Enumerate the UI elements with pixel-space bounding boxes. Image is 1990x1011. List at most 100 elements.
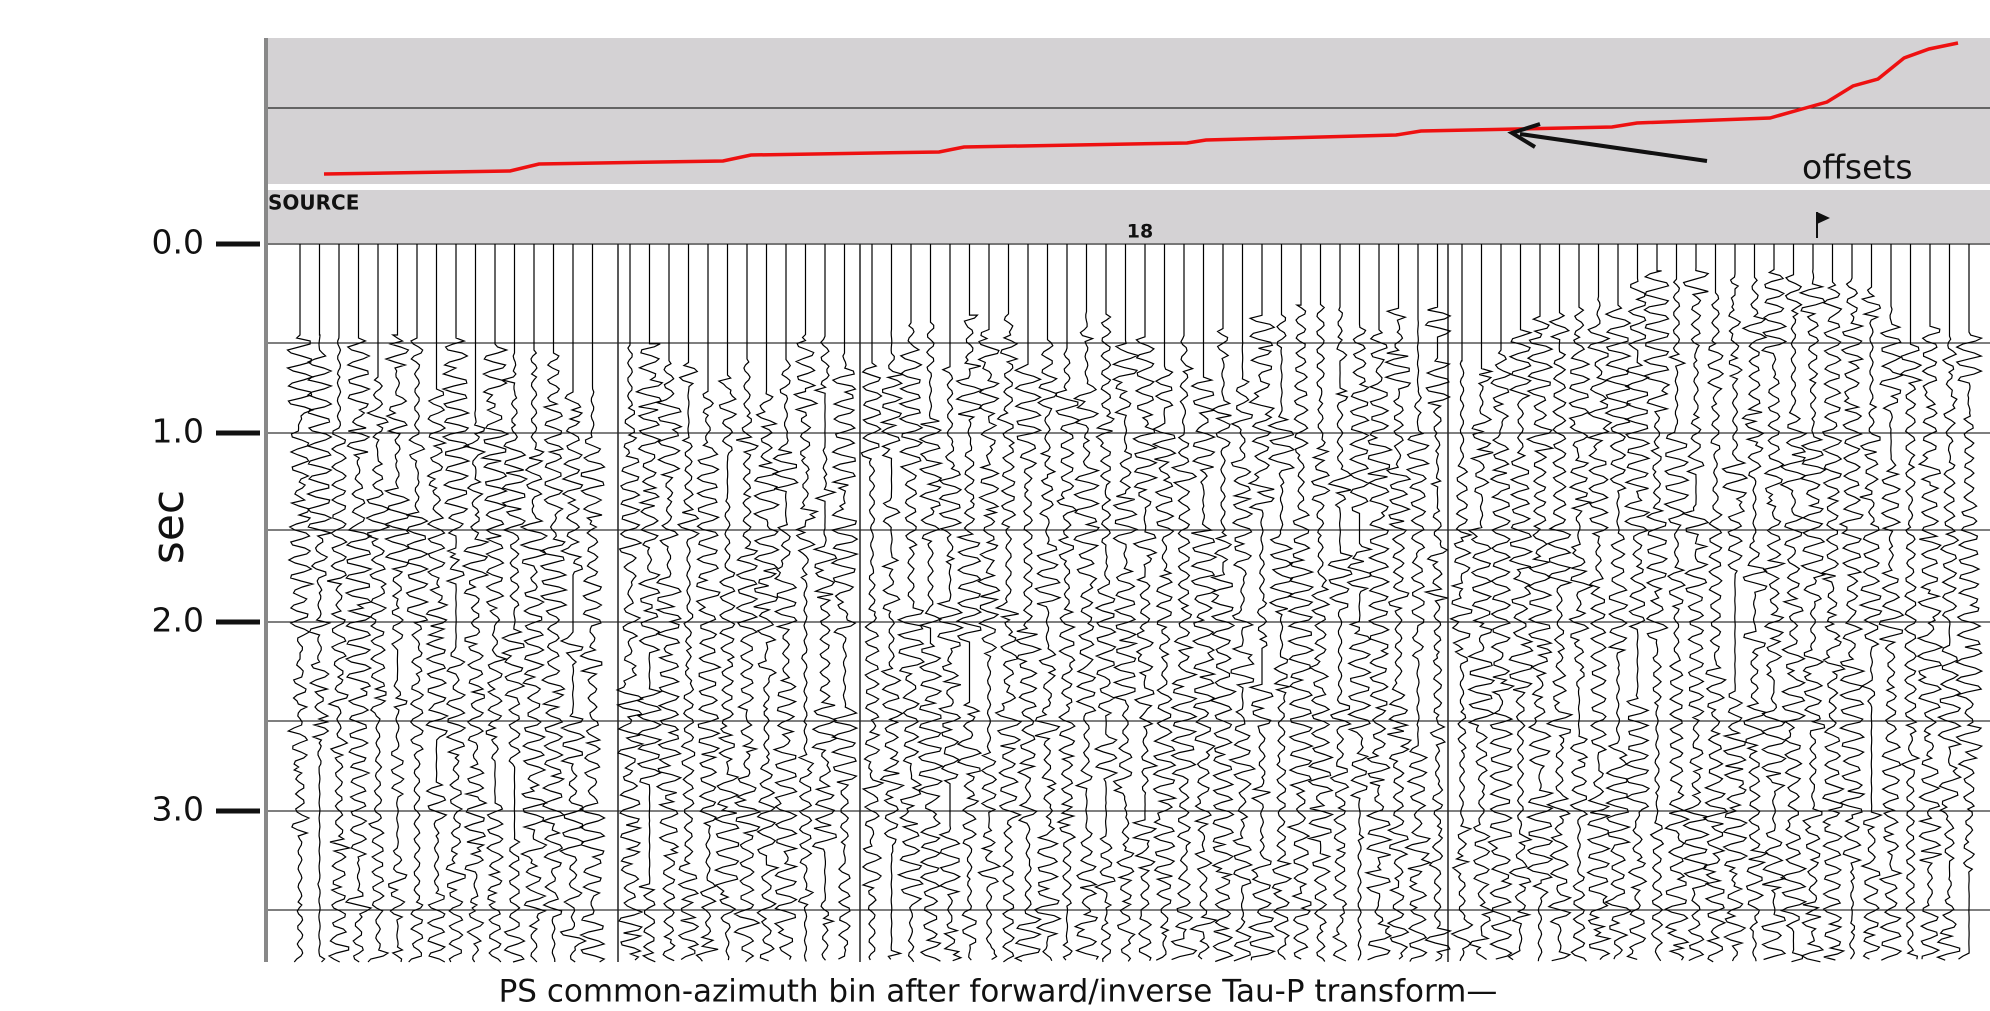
trace	[994, 244, 1023, 963]
trace	[1111, 244, 1140, 962]
trace	[1093, 244, 1119, 963]
trace	[579, 244, 606, 963]
tick-label: 3.0	[152, 790, 204, 829]
trace	[1404, 244, 1432, 962]
trace	[1131, 244, 1159, 962]
trace	[1208, 244, 1237, 963]
trace	[1151, 244, 1178, 961]
trace	[1383, 244, 1413, 960]
trace	[1741, 244, 1769, 962]
offsets-annotation: offsets	[1802, 148, 1913, 187]
trace	[1487, 244, 1516, 960]
trace	[305, 244, 334, 963]
trace	[519, 244, 549, 963]
trace	[1838, 244, 1866, 960]
trace	[936, 244, 965, 962]
trace	[1013, 244, 1043, 962]
offset-curve	[323, 41, 1959, 176]
trace	[1721, 244, 1749, 962]
trace	[916, 244, 945, 962]
trace	[655, 244, 683, 962]
trace	[896, 244, 926, 963]
trace	[955, 244, 985, 961]
trace	[344, 244, 373, 963]
trace	[1055, 244, 1081, 961]
tick-label: 1.0	[152, 412, 204, 451]
trace	[1189, 244, 1219, 960]
trace	[558, 244, 588, 963]
trace	[811, 244, 838, 961]
tick-label: 0.0	[152, 223, 204, 262]
trace	[1899, 244, 1924, 960]
trace	[1267, 244, 1296, 961]
trace	[792, 244, 820, 962]
flag	[1817, 212, 1830, 224]
trace	[1954, 244, 1984, 960]
trace	[771, 244, 799, 960]
trace	[1247, 244, 1277, 961]
trace	[1072, 244, 1101, 960]
trace	[1779, 244, 1808, 963]
trace	[285, 244, 315, 963]
trace	[615, 244, 645, 961]
trace	[1820, 244, 1846, 961]
trace	[1467, 244, 1496, 960]
trace	[1702, 244, 1729, 963]
trace	[365, 244, 391, 963]
track-label: SOURCE	[268, 191, 359, 215]
trace	[1286, 244, 1315, 960]
trace	[480, 244, 510, 963]
trace	[1916, 244, 1944, 960]
trace	[425, 244, 449, 963]
trace	[1642, 244, 1671, 962]
trace	[676, 244, 700, 961]
trace	[830, 244, 860, 960]
trace	[1228, 244, 1257, 962]
trace	[1525, 244, 1555, 962]
trace	[1568, 244, 1594, 962]
trace	[695, 244, 722, 962]
offset-panel	[266, 38, 1990, 184]
trace	[1170, 244, 1199, 961]
trace	[860, 244, 885, 961]
tick-label: 2.0	[152, 601, 204, 640]
trace	[539, 244, 569, 963]
trace	[1935, 244, 1963, 961]
trace	[383, 244, 411, 963]
trace	[1681, 244, 1710, 962]
seismic-traces	[266, 244, 1990, 963]
trace	[1603, 244, 1633, 960]
caption: PS common-azimuth bin after forward/inve…	[499, 974, 1498, 1008]
trace	[326, 244, 352, 963]
axis-label: sec	[143, 490, 194, 564]
trace	[1878, 244, 1905, 961]
trace	[1623, 244, 1651, 960]
trace	[1033, 244, 1062, 961]
trace	[1346, 244, 1374, 961]
trace	[1586, 244, 1613, 961]
trace	[733, 244, 762, 963]
trace	[879, 244, 906, 960]
trace	[1663, 244, 1691, 961]
trace	[441, 244, 471, 963]
trace	[1306, 244, 1335, 962]
trace	[1858, 244, 1883, 960]
trace	[713, 244, 740, 961]
header-panel	[266, 190, 1990, 244]
trace	[1449, 244, 1474, 962]
trace	[461, 244, 490, 963]
trace	[634, 244, 664, 963]
trace	[1798, 244, 1827, 963]
trace	[977, 244, 1002, 961]
arrow-head	[1507, 122, 1541, 149]
trace	[405, 244, 430, 963]
trace	[1363, 244, 1394, 961]
trace	[1507, 244, 1534, 961]
source-number: 18	[1127, 221, 1153, 243]
trace	[1545, 244, 1574, 962]
trace	[500, 244, 529, 963]
trace	[1760, 244, 1788, 961]
trace	[1327, 244, 1354, 962]
